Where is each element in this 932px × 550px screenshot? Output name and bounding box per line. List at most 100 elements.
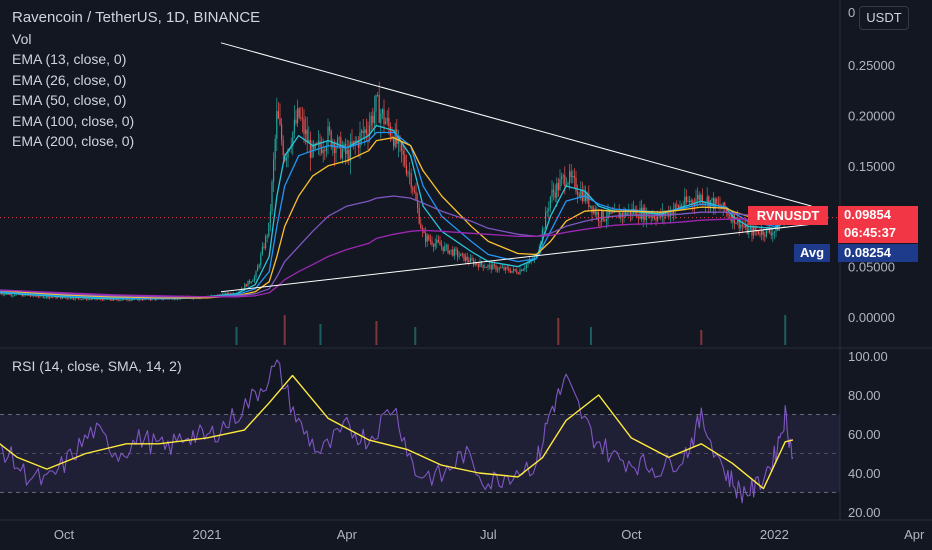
candle-body: [588, 193, 590, 207]
ema-line-3: [0, 136, 794, 299]
candle-body: [346, 149, 348, 155]
candle-body: [338, 137, 340, 139]
candle-body: [543, 228, 545, 230]
candle-body: [413, 190, 415, 192]
candle-body: [697, 194, 699, 200]
candle-body: [444, 245, 446, 251]
currency-unit-button[interactable]: USDT: [859, 6, 909, 30]
candle-body: [549, 196, 551, 208]
candle-body: [514, 269, 516, 271]
candle-body: [687, 200, 689, 202]
candle-body: [250, 281, 252, 283]
candle-body: [559, 179, 561, 190]
candle-body: [591, 205, 593, 213]
candle-body: [437, 239, 439, 242]
candle-body: [276, 111, 278, 139]
candle-body: [37, 296, 39, 298]
legend-ema26[interactable]: EMA (26, close, 0): [12, 71, 127, 88]
rsi-legend[interactable]: RSI (14, close, SMA, 14, 2): [12, 358, 182, 374]
candle-body: [625, 210, 627, 216]
candle-body: [121, 300, 123, 301]
trendline-1: [220, 42, 812, 207]
candle-body: [636, 209, 638, 218]
candle-body: [525, 264, 527, 269]
candle-body: [553, 189, 555, 193]
candle-body: [20, 294, 22, 296]
candle-body: [327, 126, 329, 147]
candle-body: [292, 132, 294, 147]
legend-ema13[interactable]: EMA (13, close, 0): [12, 51, 127, 67]
candle-body: [557, 183, 559, 190]
candle-body: [313, 143, 315, 149]
candle-body: [287, 149, 289, 158]
candle-body: [266, 236, 268, 237]
candle-body: [423, 230, 425, 234]
time-axis-label: Apr: [337, 527, 358, 542]
candle-body: [349, 141, 351, 162]
symbol-tag: RVNUSDT: [748, 206, 828, 225]
time-axis-label: Jul: [480, 527, 497, 542]
candle-body: [701, 194, 703, 203]
candle-body: [410, 173, 412, 188]
candle-body: [418, 208, 420, 224]
candle-body: [274, 138, 276, 160]
candle-body: [521, 269, 523, 272]
candle-body: [738, 217, 740, 229]
candle-body: [596, 211, 598, 215]
candle-body: [279, 118, 281, 125]
candle-body: [61, 296, 63, 299]
candle-body: [101, 299, 103, 301]
candle-body: [373, 111, 375, 124]
candle-body: [629, 209, 631, 215]
candle-body: [252, 280, 254, 282]
candle-body: [517, 273, 519, 275]
candle-body: [577, 191, 579, 195]
candle-body: [277, 111, 279, 119]
time-axis-label: 2021: [193, 527, 222, 542]
candle-body: [759, 233, 761, 235]
candle-body: [239, 290, 241, 293]
rsi-ma-line: [0, 374, 794, 490]
candle-body: [652, 215, 654, 218]
candle-body: [4, 294, 6, 295]
candle-body: [7, 293, 9, 295]
candle-body: [405, 165, 407, 174]
legend-vol[interactable]: Vol: [12, 30, 32, 47]
candle-body: [564, 175, 566, 187]
candle-body: [173, 299, 175, 301]
avg-tag-label: Avg: [794, 244, 830, 262]
candle-body: [341, 149, 343, 159]
candle-body: [708, 196, 710, 208]
candle-body: [644, 207, 646, 220]
rsi-axis-label: 80.00: [848, 388, 881, 403]
candle-body: [45, 296, 47, 298]
candle-body: [749, 227, 751, 230]
candle-body: [372, 115, 374, 124]
volume-bar: [319, 324, 322, 345]
candle-body: [500, 267, 502, 269]
candle-body: [285, 157, 287, 161]
candle-body: [290, 146, 292, 149]
candle-body: [679, 205, 681, 208]
candle-body: [522, 269, 524, 272]
candle-body: [452, 249, 454, 256]
candle-body: [725, 209, 727, 212]
candle-body: [329, 126, 331, 132]
legend-ema200[interactable]: EMA (200, close, 0): [12, 133, 135, 149]
legend-ema50[interactable]: EMA (50, close, 0): [12, 92, 127, 108]
candle-body: [98, 298, 100, 300]
candle-body: [713, 198, 715, 209]
candle-body: [692, 200, 694, 204]
candle-body: [722, 202, 724, 210]
price-axis-label-top: 0: [848, 5, 855, 20]
chart-legend: Ravencoin / TetherUS, 1D, BINANCE Vol EM…: [12, 8, 260, 152]
legend-ema100[interactable]: EMA (100, close, 0): [12, 112, 135, 129]
candle-body: [351, 141, 353, 145]
volume-bar: [589, 327, 592, 345]
candle-body: [623, 210, 625, 217]
candle-body: [668, 211, 670, 217]
candle-body: [42, 295, 44, 298]
candle-body: [269, 211, 271, 223]
candle-body: [698, 194, 700, 201]
